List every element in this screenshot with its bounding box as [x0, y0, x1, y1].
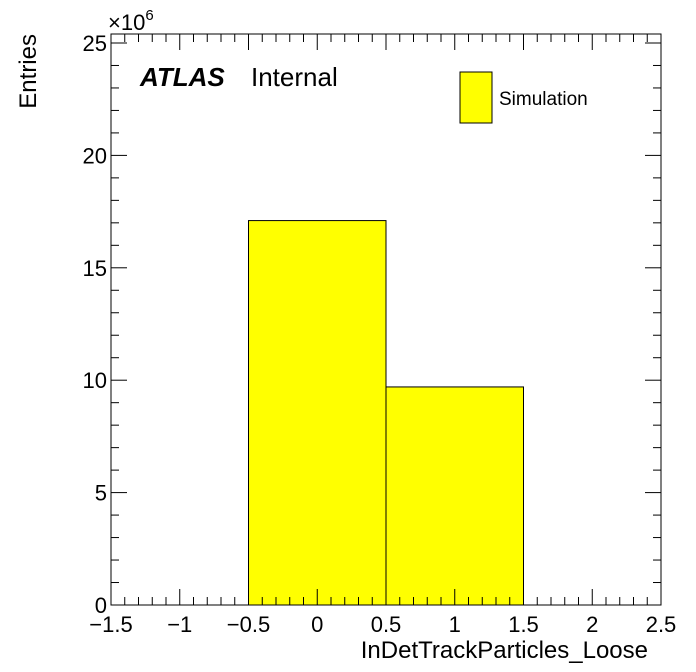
x-axis-label: InDetTrackParticles_Loose: [361, 637, 648, 664]
y-tick-label: 5: [95, 481, 107, 506]
y-tick-label: 15: [83, 256, 107, 281]
x-tick-label: 2: [586, 612, 598, 637]
status-label: Internal: [251, 62, 338, 92]
x-tick-label: 0.5: [371, 612, 402, 637]
histogram-bars: [248, 220, 524, 606]
y-axis-ticks: 0 5 10 15 20 25: [83, 31, 661, 618]
y-tick-label: 25: [83, 31, 107, 56]
x-tick-label: 1: [449, 612, 461, 637]
legend-label: Simulation: [499, 89, 588, 110]
legend-swatch: [459, 71, 493, 124]
x-tick-label: −0.5: [227, 612, 270, 637]
x-tick-label: 1.5: [508, 612, 539, 637]
y-multiplier: ×106: [108, 7, 154, 35]
histogram-bar-0: [248, 220, 387, 606]
x-tick-label: −1.5: [89, 612, 132, 637]
x-tick-label: 0: [311, 612, 323, 637]
atlas-label: ATLAS: [139, 62, 225, 92]
y-axis-label: Entries: [15, 34, 42, 109]
x-tick-label: 2.5: [646, 612, 677, 637]
y-tick-label: 10: [83, 368, 107, 393]
x-tick-label: −1: [167, 612, 192, 637]
y-tick-label: 20: [83, 143, 107, 168]
x-axis-ticks: −1.5 −1 −0.5 0 0.5 1 1.5 2 2.5: [89, 34, 676, 637]
histogram-bar-1: [385, 386, 524, 606]
y-tick-label: 0: [95, 593, 107, 618]
